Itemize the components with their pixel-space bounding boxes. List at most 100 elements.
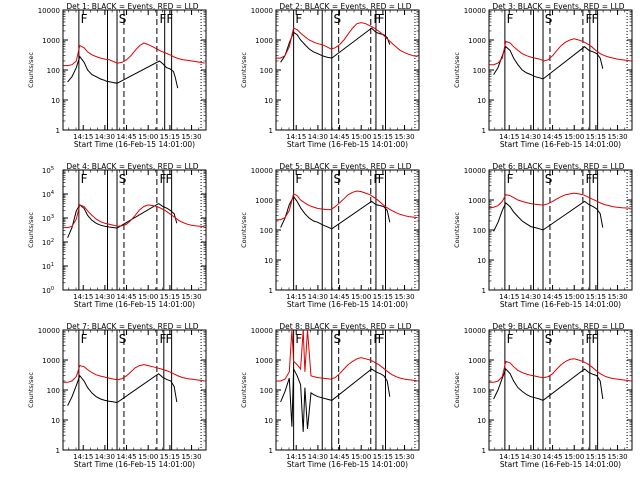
panel-9-series-events-line (493, 368, 604, 401)
panel-3-series-events-line (493, 45, 604, 80)
panel-4-xtick-label: 15:15 (160, 293, 180, 301)
panel-6-region-letter: F (592, 172, 599, 186)
panel-1-series-lld-line (63, 42, 205, 67)
panel-9-region-letter: F (592, 332, 599, 346)
panel-4-ytick-label: 104 (42, 190, 54, 199)
panel-3-region-letter: F (592, 12, 599, 26)
panel-3-xlabel: Start Time (16-Feb-15 14:01:00) (500, 140, 621, 149)
panel-6-xlabel: Start Time (16-Feb-15 14:01:00) (500, 300, 621, 309)
panel-5-xtick-label: 14:45 (329, 293, 349, 301)
panel-5-region-letter: F (295, 172, 302, 186)
panel-6-xtick-label: 14:30 (521, 293, 541, 301)
panel-7-xtick-label: 15:30 (181, 453, 201, 461)
panel-4-series-lld-line (63, 204, 205, 229)
panel-7-title: Det 7: BLACK = Events, RED = LLD (66, 322, 198, 331)
panel-6-xtick-label: 14:45 (542, 293, 562, 301)
panel-7-region-letter: S (119, 332, 127, 346)
panel-2-xtick-label: 14:15 (286, 133, 306, 141)
panel-6-ytick-label: 10000 (464, 167, 486, 175)
panel-5-xtick-label: 15:15 (373, 293, 393, 301)
panel-9-series-lld-line (489, 358, 631, 383)
panel-8-ytick-label: 10000 (251, 327, 273, 335)
panel-7-region-letter: F (166, 332, 173, 346)
panel-7-series-lld-line (63, 364, 205, 383)
panel-4-ytick-label: 103 (42, 214, 54, 223)
panel-3-xtick-label: 15:30 (607, 133, 627, 141)
panel-7-region-letter: F (159, 332, 166, 346)
panel-3-xtick-label: 14:30 (521, 133, 541, 141)
panel-6-region-letter: F (585, 172, 592, 186)
panel-9-xtick-label: 15:30 (607, 453, 627, 461)
panel-4-xtick-label: 14:45 (116, 293, 136, 301)
panel-7-ytick-label: 10000 (38, 327, 60, 335)
panel-8-ylabel: Counts/sec (240, 372, 248, 408)
panel-2-ytick-label: 10 (264, 97, 273, 105)
panel-7-xtick-label: 14:15 (73, 453, 93, 461)
panel-8-xtick-label: 14:15 (286, 453, 306, 461)
panel-4-region-letter: F (159, 172, 166, 186)
panel-2-region-letter: F (295, 12, 302, 26)
panel-4-xtick-label: 14:30 (95, 293, 115, 301)
panel-2-region-letter: F (378, 12, 385, 26)
panel-4-region-letter: S (119, 172, 127, 186)
panel-3-xtick-label: 14:45 (542, 133, 562, 141)
panel-2-xtick-label: 15:30 (394, 133, 414, 141)
panel-1-series-events-line (67, 55, 179, 89)
panel-9-region-letter: F (585, 332, 592, 346)
panel-1-ytick-label: 10000 (38, 7, 60, 15)
panel-6-region-letter: F (507, 172, 514, 186)
panel-1-xtick-label: 14:15 (73, 133, 93, 141)
panel-1-xlabel: Start Time (16-Feb-15 14:01:00) (74, 140, 195, 149)
panel-2-ytick-label: 100 (260, 67, 273, 75)
panel-9-ytick-label: 100 (473, 387, 486, 395)
panel-2-region-letter: S (333, 12, 341, 26)
panel-8-xtick-label: 15:15 (373, 453, 393, 461)
panel-2-series-lld-line (276, 22, 418, 59)
panel-2-title: Det 2: BLACK = Events, RED = LLD (279, 2, 411, 11)
panel-5-xtick-label: 14:30 (308, 293, 328, 301)
panel-6-region-letter: S (545, 172, 553, 186)
panel-4-xlabel: Start Time (16-Feb-15 14:01:00) (74, 300, 195, 309)
panel-2-xtick-label: 14:45 (329, 133, 349, 141)
panel-2-xtick-label: 15:15 (373, 133, 393, 141)
panel-1-ytick-label: 10 (51, 97, 60, 105)
panel-1-region-letter: F (159, 12, 166, 26)
panel-6-xtick-label: 15:15 (586, 293, 606, 301)
panel-7-xtick-label: 14:45 (116, 453, 136, 461)
panel-6-series-events-line (493, 200, 604, 232)
panel-6-xtick-label: 15:00 (564, 293, 584, 301)
panel-8-region-letter: S (333, 332, 341, 346)
panel-7-ytick-label: 1000 (42, 357, 60, 365)
panel-6-series-lld-line (489, 192, 631, 209)
panel-6-ytick-label: 10 (477, 257, 486, 265)
panel-3-series-lld-line (489, 38, 631, 66)
panel-9-ytick-label: 1000 (468, 357, 486, 365)
panel-3-region-letter: F (507, 12, 514, 26)
panel-3-ytick-label: 1 (482, 127, 486, 135)
panel-4-ytick-label: 105 (42, 166, 54, 175)
panel-1-region-letter: S (119, 12, 127, 26)
panel-1-xtick-label: 15:00 (138, 133, 158, 141)
panel-9-region-letter: F (507, 332, 514, 346)
panel-8-ytick-label: 10 (264, 417, 273, 425)
panel-1-xtick-label: 14:30 (95, 133, 115, 141)
panel-9-region-letter: S (545, 332, 553, 346)
panel-2-series-events-line (280, 27, 391, 63)
panel-2-xlabel: Start Time (16-Feb-15 14:01:00) (287, 140, 408, 149)
panel-9-xtick-label: 14:15 (499, 453, 519, 461)
panel-8-xtick-label: 15:00 (351, 453, 371, 461)
panel-9-xtick-label: 14:45 (542, 453, 562, 461)
panel-3-ylabel: Counts/sec (453, 52, 461, 88)
panel-9-xlabel: Start Time (16-Feb-15 14:01:00) (500, 460, 621, 469)
panel-5-series-lld-line (276, 190, 418, 221)
panel-9-xtick-label: 15:15 (586, 453, 606, 461)
panel-2-ytick-label: 10000 (251, 7, 273, 15)
panel-1-region-letter: F (81, 12, 88, 26)
panel-4-ytick-label: 100 (42, 286, 54, 295)
panel-5-region-letter: F (373, 172, 380, 186)
panel-7-ytick-label: 100 (47, 387, 60, 395)
panel-3-xtick-label: 15:00 (564, 133, 584, 141)
panel-4-axes-frame (62, 169, 207, 291)
panel-1-title: Det 1: BLACK = Events, RED = LLD (66, 2, 198, 11)
